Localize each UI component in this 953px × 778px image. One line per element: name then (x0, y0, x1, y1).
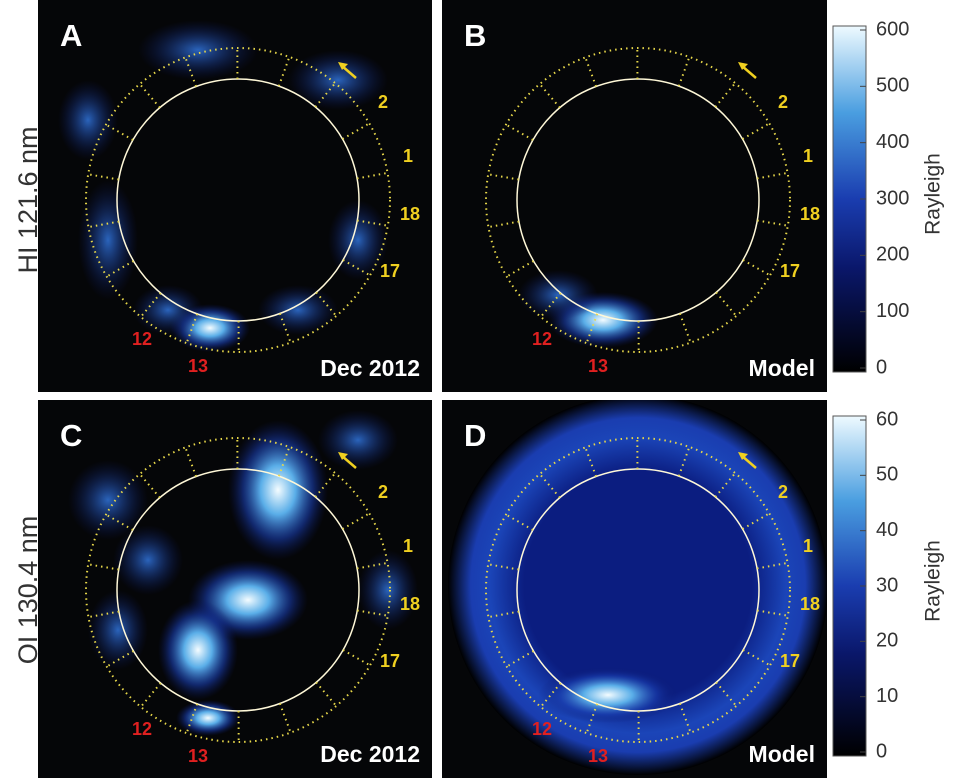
emission-blob (158, 600, 238, 700)
colorbar-tick-label: 200 (876, 244, 909, 266)
panel: 2 1 18 17 12 13 D Model (442, 395, 828, 778)
colorbar-label: Rayleigh (922, 540, 945, 622)
panel-letter: A (60, 18, 82, 53)
region-label: 13 (588, 746, 608, 766)
emission-blob (228, 420, 328, 560)
region-label: 18 (400, 204, 420, 224)
region-label: 1 (803, 536, 813, 556)
colorbar-tick-label: 0 (876, 740, 887, 762)
panel-letter: D (464, 418, 486, 453)
panel-caption: Dec 2012 (320, 355, 420, 381)
panel-letter: C (60, 418, 82, 453)
panel-letter: B (464, 18, 486, 53)
colorbar-tick-label: 0 (876, 356, 887, 378)
figure: HI 121.6 nmOI 130.4 nm2118171213ADec 201… (0, 0, 953, 778)
region-label: 17 (380, 651, 400, 671)
region-label: 1 (403, 146, 413, 166)
emission-blob (138, 20, 258, 80)
colorbar-tick-label: 30 (876, 574, 898, 596)
colorbar-tick-label: 300 (876, 187, 909, 209)
region-label: 17 (380, 261, 400, 281)
panel-caption: Dec 2012 (320, 741, 420, 767)
panel-caption: Model (749, 741, 815, 767)
region-label: 1 (403, 536, 413, 556)
emission-blob (133, 285, 203, 335)
region-label: 18 (800, 594, 820, 614)
emission-blob (318, 410, 398, 470)
panel-caption: Model (749, 355, 815, 381)
region-label: 17 (780, 651, 800, 671)
emission-blob (113, 525, 183, 595)
colorbar-tick-label: 100 (876, 300, 909, 322)
emission-blob (518, 270, 598, 320)
region-label: 12 (132, 719, 152, 739)
colorbar-tick-label: 60 (876, 408, 898, 430)
region-label: 12 (532, 719, 552, 739)
panel: 2 1 18 17 12 13 C Dec 2012 (38, 400, 432, 778)
emission-blob (176, 700, 240, 736)
colorbar-tick-label: 400 (876, 131, 909, 153)
region-label: 18 (400, 594, 420, 614)
region-label: 18 (800, 204, 820, 224)
colorbar-tick-label: 600 (876, 18, 909, 40)
region-label: 2 (778, 92, 788, 112)
colorbar-tick-label: 500 (876, 75, 909, 97)
emission-blob (258, 285, 338, 335)
colorbar-tick-label: 10 (876, 685, 898, 707)
panel: 2 1 18 17 12 13 B Model (442, 0, 827, 392)
region-label: 2 (778, 482, 788, 502)
region-label: 1 (803, 146, 813, 166)
region-label: 12 (132, 329, 152, 349)
region-label: 2 (378, 92, 388, 112)
colorbar-label: Rayleigh (922, 153, 945, 235)
emission-blob (538, 667, 678, 723)
region-label: 2 (378, 482, 388, 502)
region-label: 12 (532, 329, 552, 349)
region-label: 13 (588, 356, 608, 376)
colorbar-tick-label: 40 (876, 519, 898, 541)
colorbar-tick-label: 20 (876, 630, 898, 652)
region-label: 17 (780, 261, 800, 281)
region-label: 13 (188, 356, 208, 376)
panel: 2 1 18 17 12 13 A Dec 2012 (38, 0, 432, 392)
colorbar-tick-label: 50 (876, 464, 898, 486)
emission-blob (288, 50, 388, 110)
region-label: 13 (188, 746, 208, 766)
